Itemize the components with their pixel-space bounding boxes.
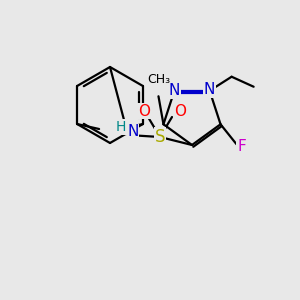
Text: N: N — [127, 124, 139, 140]
Text: N: N — [204, 82, 215, 97]
Text: F: F — [237, 139, 246, 154]
Text: O: O — [138, 103, 150, 118]
Text: S: S — [155, 128, 165, 146]
Text: N: N — [169, 83, 180, 98]
Text: O: O — [174, 103, 186, 118]
Text: CH₃: CH₃ — [147, 73, 170, 86]
Text: H: H — [116, 120, 126, 134]
